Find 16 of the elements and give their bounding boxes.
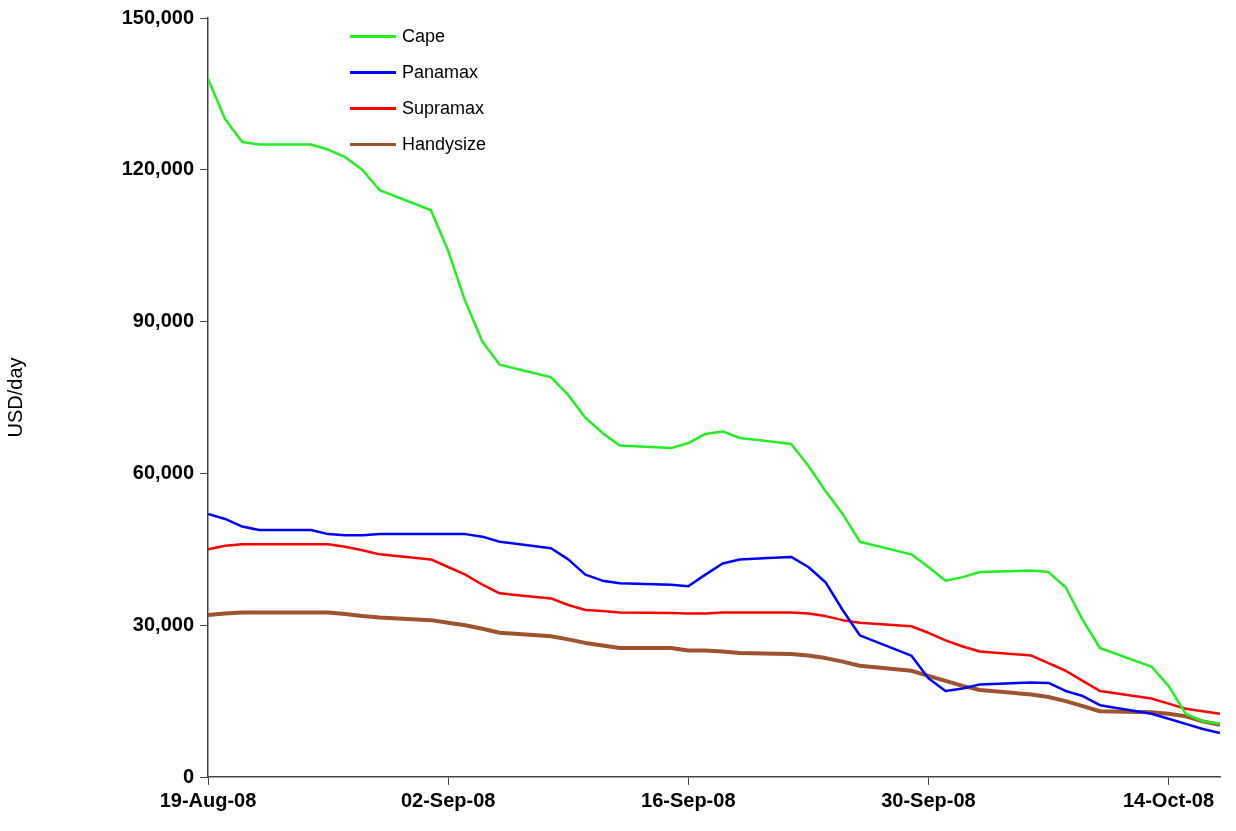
x-tick-label: 02-Sep-08 — [400, 788, 496, 811]
y-axis-title: USD/day — [3, 357, 26, 438]
legend-label: Cape — [402, 25, 446, 47]
y-tick-label: 60,000 — [132, 460, 194, 483]
legend-label: Handysize — [402, 133, 487, 155]
y-tick-label: 30,000 — [132, 612, 194, 635]
x-tick-label: 16-Sep-08 — [641, 788, 736, 811]
y-tick-label: 90,000 — [132, 309, 194, 332]
legend-label: Supramax — [402, 97, 485, 119]
y-tick-label: 0 — [182, 764, 194, 787]
y-tick-label: 120,000 — [121, 157, 194, 180]
legend-label: Panamax — [402, 61, 479, 83]
x-tick-label: 14-Oct-08 — [1122, 788, 1215, 811]
x-tick-label: 30-Sep-08 — [881, 788, 976, 811]
x-tick-label: 19-Aug-08 — [159, 788, 257, 811]
y-tick-label: 150,000 — [121, 5, 194, 28]
